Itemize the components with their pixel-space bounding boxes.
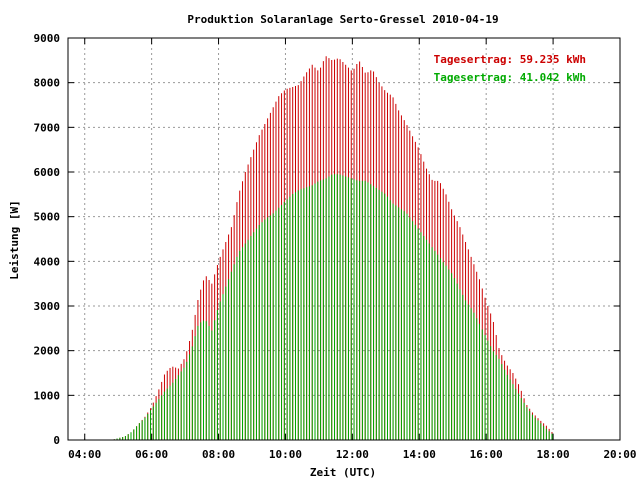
x-tick-label: 12:00 — [336, 448, 369, 461]
legend-entry: Tagesertrag: 41.042 kWh — [434, 71, 586, 84]
y-tick-label: 5000 — [34, 211, 61, 224]
bars — [113, 56, 553, 440]
y-tick-label: 1000 — [34, 389, 61, 402]
y-tick-label: 7000 — [34, 121, 61, 134]
plot-frame — [67, 37, 621, 441]
x-axis-label: Zeit (UTC) — [310, 466, 376, 479]
legend: Tagesertrag: 59.235 kWh Tagesertrag: 41.0… — [434, 53, 586, 84]
y-tick-label: 4000 — [34, 255, 61, 268]
x-tick-label: 18:00 — [537, 448, 570, 461]
x-tick-label: 16:00 — [470, 448, 503, 461]
x-tick-label: 14:00 — [403, 448, 436, 461]
y-tick-label: 8000 — [34, 77, 61, 90]
y-tick-label: 3000 — [34, 300, 61, 313]
x-tick-label: 08:00 — [202, 448, 235, 461]
y-axis-label: Leistung [W] — [8, 200, 21, 279]
x-tick-label: 10:00 — [269, 448, 302, 461]
x-tick-label: 04:00 — [68, 448, 101, 461]
y-tick-label: 0 — [53, 434, 60, 447]
chart-title: Produktion Solaranlage Serto-Gressel 201… — [187, 13, 498, 26]
y-tick-label: 2000 — [34, 345, 61, 358]
y-tick-label: 9000 — [34, 32, 61, 45]
grid — [68, 38, 620, 440]
x-tick-label: 06:00 — [135, 448, 168, 461]
x-tick-label: 20:00 — [603, 448, 636, 461]
y-tick-label: 6000 — [34, 166, 61, 179]
legend-entry: Tagesertrag: 59.235 kWh — [434, 53, 586, 66]
axis-ticks: 0 1000 2000 3000 4000 5000 6000 7000 8000 9000 04:… — [34, 32, 637, 461]
